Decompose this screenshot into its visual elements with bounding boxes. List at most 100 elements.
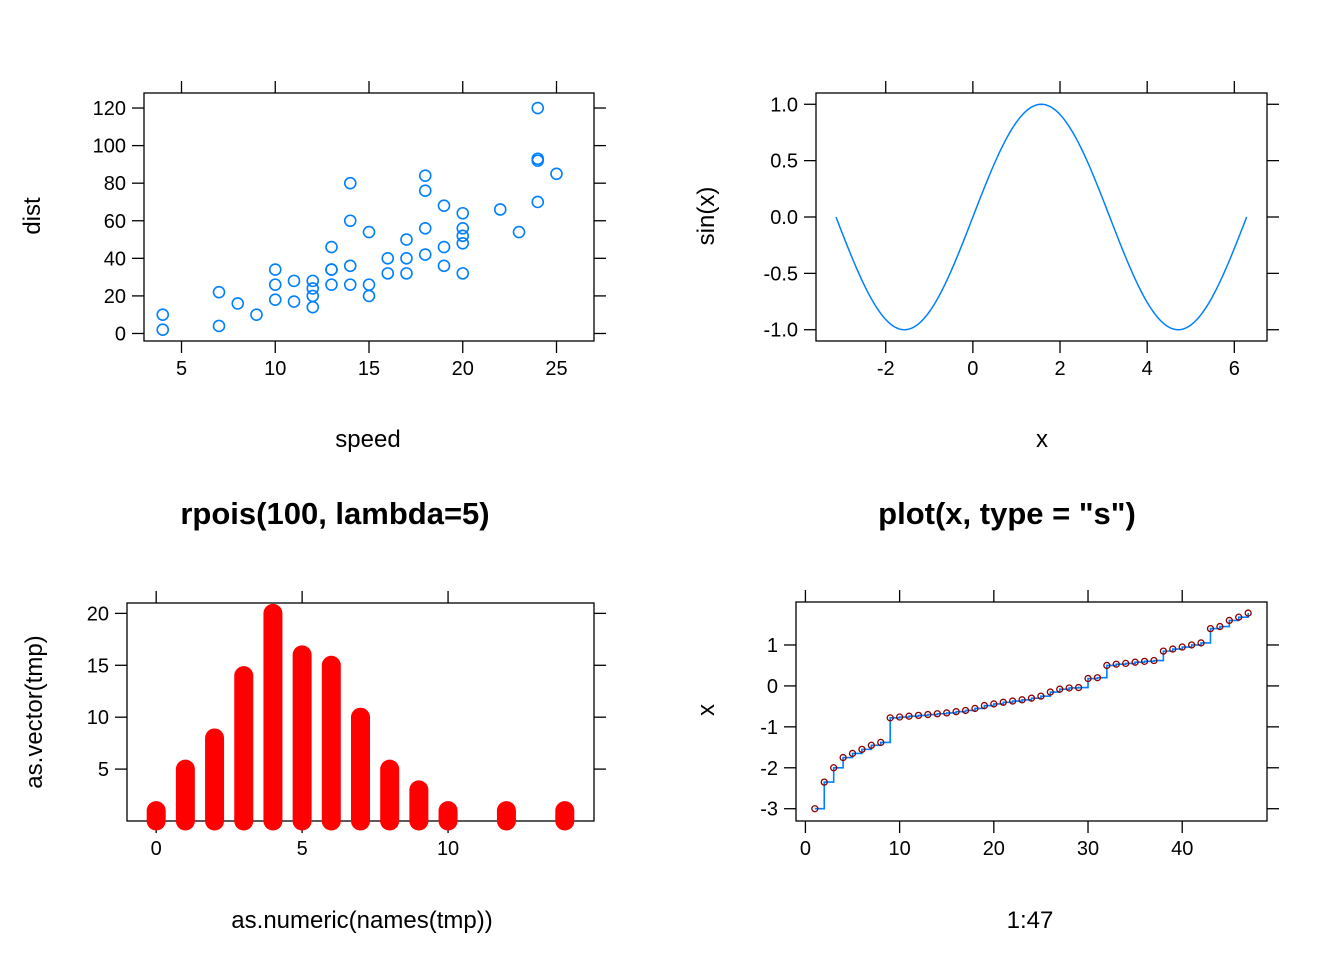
chart-title: plot(x, type = "s") [878, 496, 1136, 531]
x-axis-label: as.numeric(names(tmp)) [231, 907, 492, 934]
scatter-point [362, 225, 376, 239]
y-axis-label: x [693, 704, 720, 716]
x-tick-label: 2 [1054, 358, 1065, 380]
step-point [971, 704, 979, 713]
step-point [943, 709, 951, 717]
step-point [858, 745, 866, 754]
y-tick-label: 20 [87, 603, 109, 625]
x-tick-label: 20 [983, 838, 1005, 860]
step-point [1056, 685, 1064, 693]
x-tick-label: 10 [888, 838, 910, 860]
x-axis-label: speed [335, 426, 400, 453]
y-axis-label: sin(x) [693, 187, 720, 246]
step-point [867, 741, 876, 749]
scatter-point [512, 225, 526, 239]
step-point [1009, 697, 1017, 705]
x-tick-label: 0 [151, 838, 162, 860]
scatter-point [418, 184, 432, 197]
scatter-point [437, 259, 451, 273]
x-tick-label: 6 [1229, 358, 1240, 380]
step-point [1084, 674, 1092, 683]
bar-panel: rpois(100, lambda=5) as.numeric(names(tm… [21, 496, 606, 934]
scatter-point [531, 195, 545, 209]
scatter-point [343, 176, 357, 190]
step-point [848, 749, 857, 758]
y-tick-label: 5 [98, 759, 109, 781]
plot-frame [143, 92, 595, 342]
scatter-point [156, 308, 170, 321]
y-tick-label: 0 [115, 323, 126, 345]
scatter-point [268, 263, 282, 276]
x-tick-label: 0 [800, 838, 811, 860]
step-point [914, 711, 923, 720]
step-point [830, 764, 838, 772]
scatter-point [531, 101, 545, 115]
y-tick-label: 20 [104, 286, 126, 308]
step-point [1074, 683, 1083, 692]
scatter-panel: speed dist 5 10 15 20 25 0 20 40 60 80 100 120 [19, 81, 606, 453]
scatter-point [268, 278, 282, 291]
sine-series-line [835, 103, 1248, 331]
scatter-point [343, 278, 357, 291]
plot-frame [795, 601, 1268, 822]
scatter-point [306, 289, 320, 303]
x-tick-label: 15 [358, 358, 380, 380]
y-tick-label: 120 [93, 98, 126, 120]
scatter-point [381, 252, 395, 265]
step-point [1122, 659, 1130, 668]
x-tick-label: 0 [967, 358, 978, 380]
y-tick-label: -1 [760, 717, 778, 739]
scatter-point [325, 278, 338, 291]
y-tick-label: -1.0 [764, 320, 798, 342]
scatter-point [212, 319, 226, 333]
step-point [1206, 624, 1215, 633]
step-point [1027, 694, 1036, 702]
y-tick-label: 80 [104, 173, 126, 195]
step-point [1235, 613, 1243, 621]
step-point [1178, 643, 1186, 651]
scatter-point [381, 267, 395, 280]
step-point [905, 712, 913, 720]
scatter-point [456, 206, 470, 220]
scatter-point [400, 252, 413, 265]
step-point [1046, 688, 1054, 696]
step-point [1225, 616, 1233, 625]
y-tick-label: 1.0 [770, 94, 798, 116]
step-panel: plot(x, type = "s") 1:47 x 0 10 20 30 40-3-2… [693, 496, 1279, 934]
x-tick-label: -2 [877, 358, 895, 380]
sine-line-panel: x sin(x) -2 0 2 4 6 -1.0 -0.5 0.0 0.5 1.0 [693, 81, 1279, 453]
step-point [1197, 639, 1205, 647]
plot-frame [815, 92, 1268, 342]
scatter-point [287, 295, 301, 308]
step-point [1018, 696, 1026, 704]
y-tick-label: 0.0 [770, 207, 798, 229]
y-tick-label: 40 [104, 248, 126, 270]
step-point [999, 698, 1007, 706]
scatter-point [456, 221, 470, 235]
step-point [1112, 660, 1120, 668]
step-point [1150, 656, 1158, 665]
step-point [1244, 609, 1252, 617]
step-point [961, 706, 970, 715]
scatter-point [437, 240, 451, 254]
step-point [1093, 674, 1102, 682]
scatter-point [306, 300, 320, 314]
chart-title: rpois(100, lambda=5) [180, 496, 489, 531]
y-tick-label: 60 [104, 211, 126, 233]
x-axis-label: 1:47 [1007, 907, 1054, 934]
scatter-point [268, 293, 282, 306]
scatter-point [437, 199, 451, 213]
x-tick-label: 5 [297, 838, 308, 860]
scatter-point [456, 237, 470, 250]
y-tick-label: 100 [93, 136, 126, 158]
step-point [952, 708, 960, 716]
scatter-point [306, 274, 320, 288]
scatter-point [400, 267, 413, 280]
scatter-point [343, 259, 357, 273]
step-point [1065, 684, 1073, 692]
scatter-point [156, 323, 170, 337]
scatter-point [456, 267, 470, 280]
y-axis-label: dist [19, 197, 46, 235]
step-point [1131, 658, 1139, 666]
x-tick-label: 40 [1171, 838, 1193, 860]
